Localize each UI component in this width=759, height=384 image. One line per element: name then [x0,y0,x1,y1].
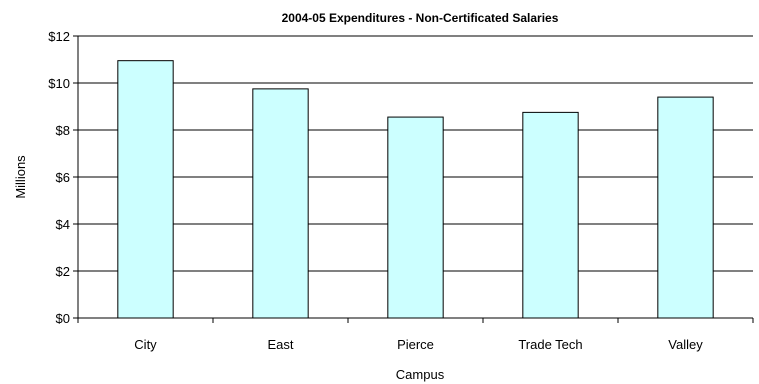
bar-trade-tech [522,111,579,319]
y-tick-labels: $0 $2 $4 $6 $8 $10 $12 [48,29,70,326]
x-tick-labels: City East Pierce Trade Tech Valley [134,337,703,352]
chart-title: 2004-05 Expenditures - Non-Certificated … [282,11,559,25]
y-tick-label: $2 [56,264,70,279]
bar-valley [657,96,714,319]
y-tick-label: $6 [56,170,70,185]
axes [73,35,754,323]
y-axis-label: Millions [13,155,28,199]
bars [117,60,714,319]
x-tick-label: City [134,337,157,352]
bar-east [252,88,309,319]
x-axis-label: Campus [396,367,445,382]
x-tick-label: Trade Tech [518,337,582,352]
bar-pierce [387,116,444,319]
x-tick-label: East [267,337,293,352]
y-tick-label: $4 [56,217,70,232]
bar-city [117,60,174,319]
y-tick-label: $0 [56,311,70,326]
y-tick-label: $10 [48,76,70,91]
y-tick-label: $12 [48,29,70,44]
y-tick-label: $8 [56,123,70,138]
x-tick-label: Pierce [397,337,434,352]
x-tick-label: Valley [668,337,703,352]
